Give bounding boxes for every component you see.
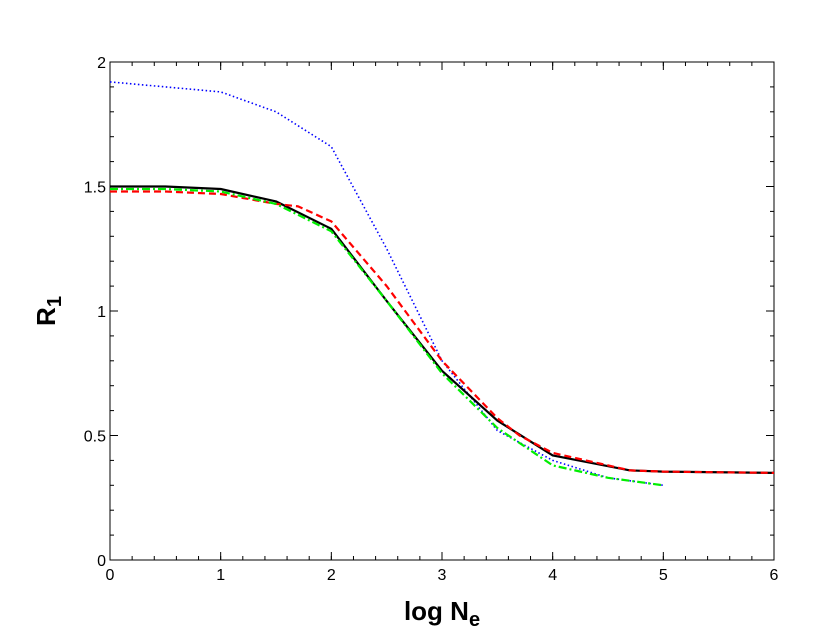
y-tick-label: 0.5 [84,429,106,446]
series-line-dashdot [110,187,664,487]
x-axis-label: log Ne [404,596,480,631]
y-tick-label: 0 [97,553,106,570]
x-tick-label: 5 [659,567,668,584]
x-tick-label: 2 [327,567,336,584]
y-axis-label: R1 [31,296,66,326]
series-line-dashed [110,190,775,474]
major-ticks [109,61,775,561]
tick-labels: 0 1 2 3 4 5 6 0 0.5 1 1.5 2 [84,55,779,584]
y-axis-label-subscript: 1 [44,296,66,307]
x-tick-label: 4 [548,567,557,584]
y-tick-label: 2 [97,55,106,72]
x-tick-label: 0 [106,567,115,584]
y-tick-label: 1.5 [84,180,106,197]
y-tick-label: 1 [97,304,106,321]
x-axis-label-main: log N [404,596,469,626]
x-tick-label: 6 [770,567,779,584]
x-tick-label: 1 [216,567,225,584]
y-axis-label-main: R [31,307,61,326]
x-tick-label: 3 [438,567,447,584]
series-line-dotted [109,81,664,487]
plot-area [109,61,775,561]
series-layer [109,81,775,487]
x-axis-label-subscript: e [469,609,480,631]
